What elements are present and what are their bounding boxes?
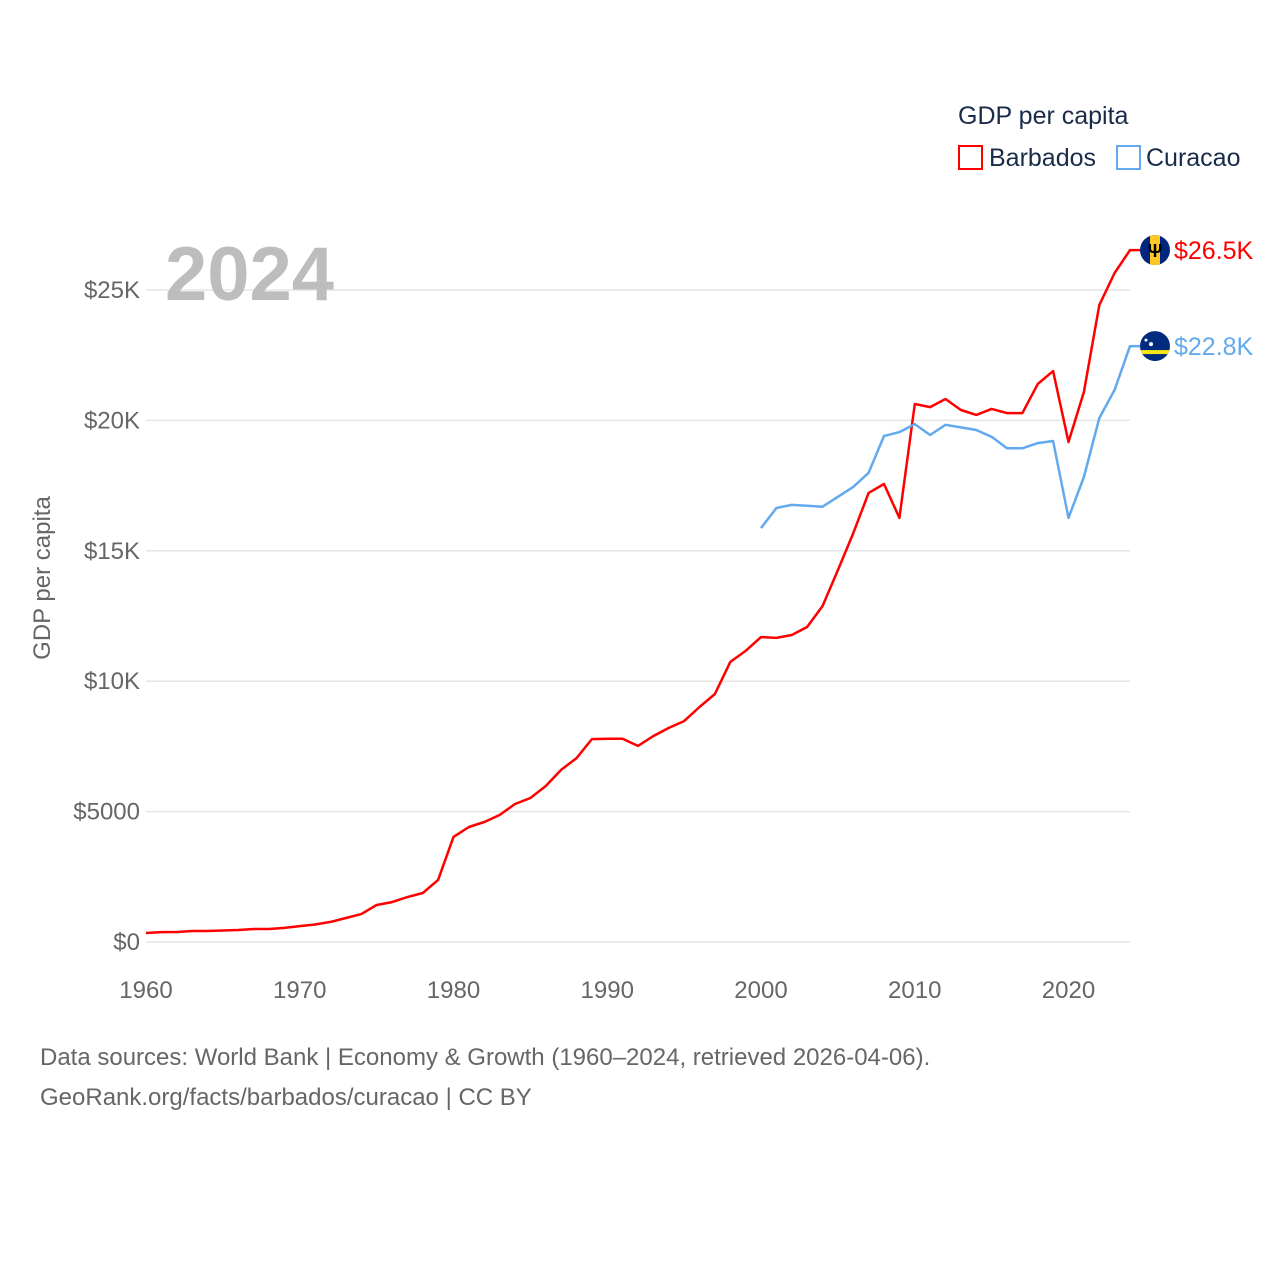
series-end-labels: Ψ $26.5K $22.8K [1140, 235, 1254, 362]
x-tick-label: 2020 [1042, 977, 1095, 1004]
footer-sources: Data sources: World Bank | Economy & Gro… [40, 1044, 931, 1071]
end-value-label: $22.8K [1174, 333, 1254, 361]
legend-label-barbados[interactable]: Barbados [989, 144, 1096, 172]
legend-swatch-curacao[interactable] [1116, 145, 1141, 170]
legend-swatch-barbados[interactable] [958, 145, 983, 170]
series-line-barbados [145, 248, 1140, 935]
legend-label-curacao[interactable]: Curacao [1146, 144, 1241, 172]
legend: GDP per capita Barbados Curacao [958, 102, 1241, 172]
y-tick-label: $20K [84, 407, 140, 434]
x-tick-label: 1960 [119, 977, 172, 1004]
svg-text:Ψ: Ψ [1148, 241, 1163, 261]
legend-title: GDP per capita [958, 102, 1129, 130]
y-tick-label: $0 [113, 929, 140, 956]
x-tick-label: 1970 [273, 977, 326, 1004]
barbados-flag-icon: Ψ [1140, 235, 1170, 266]
year-label: 2024 [165, 232, 334, 317]
series-line-curacao [760, 344, 1140, 529]
x-tick-label: 2010 [888, 977, 941, 1004]
y-tick-label: $10K [84, 668, 140, 695]
series-lines [145, 248, 1140, 935]
y-tick-label: $5000 [73, 799, 140, 826]
y-tick-label: $25K [84, 277, 140, 304]
gridlines [146, 289, 1130, 943]
curacao-flag-icon [1140, 331, 1170, 362]
x-tick-label: 1990 [581, 977, 634, 1004]
x-tick-label: 2000 [734, 977, 787, 1004]
y-tick-label: $15K [84, 538, 140, 565]
x-tick-label: 1980 [427, 977, 480, 1004]
y-axis-label: GDP per capita [29, 496, 56, 660]
x-axis-ticks: 1960 1970 1980 1990 2000 2010 2020 [119, 977, 1095, 1004]
footer-attribution[interactable]: GeoRank.org/facts/barbados/curacao | CC … [40, 1084, 532, 1111]
end-value-label: $26.5K [1174, 237, 1254, 265]
y-axis-ticks: $0 $5000 $10K $15K $20K $25K [73, 277, 140, 956]
